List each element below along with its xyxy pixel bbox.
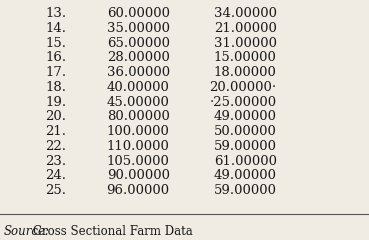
Text: 18.00000: 18.00000 [214,66,277,79]
Text: 100.0000: 100.0000 [107,125,170,138]
Text: 16.: 16. [45,51,66,64]
Text: 59.00000: 59.00000 [214,184,277,197]
Text: 36.00000: 36.00000 [107,66,170,79]
Text: 17.: 17. [45,66,66,79]
Text: 61.00000: 61.00000 [214,155,277,168]
Text: Cross Sectional Farm Data: Cross Sectional Farm Data [33,225,193,238]
Text: 110.0000: 110.0000 [107,140,170,153]
Text: 25.: 25. [45,184,66,197]
Text: ·25.00000: ·25.00000 [210,96,277,109]
Text: 15.: 15. [45,36,66,50]
Text: 18.: 18. [45,81,66,94]
Text: 45.00000: 45.00000 [107,96,170,109]
Text: Source:: Source: [4,225,50,238]
Text: 19.: 19. [45,96,66,109]
Text: 59.00000: 59.00000 [214,140,277,153]
Text: 20.: 20. [45,110,66,123]
Text: 13.: 13. [45,7,66,20]
Text: 49.00000: 49.00000 [214,110,277,123]
Text: 24.: 24. [45,169,66,182]
Text: 22.: 22. [45,140,66,153]
Text: 35.00000: 35.00000 [107,22,170,35]
Text: 28.00000: 28.00000 [107,51,170,64]
Text: 80.00000: 80.00000 [107,110,170,123]
Text: 90.00000: 90.00000 [107,169,170,182]
Text: 40.00000: 40.00000 [107,81,170,94]
Text: 21.: 21. [45,125,66,138]
Text: 60.00000: 60.00000 [107,7,170,20]
Text: 65.00000: 65.00000 [107,36,170,50]
Text: 23.: 23. [45,155,66,168]
Text: 21.00000: 21.00000 [214,22,277,35]
Text: 96.00000: 96.00000 [107,184,170,197]
Text: 34.00000: 34.00000 [214,7,277,20]
Text: 14.: 14. [45,22,66,35]
Text: 49.00000: 49.00000 [214,169,277,182]
Text: 31.00000: 31.00000 [214,36,277,50]
Text: 20.00000·: 20.00000· [210,81,277,94]
Text: 15.00000: 15.00000 [214,51,277,64]
Text: 105.0000: 105.0000 [107,155,170,168]
Text: 50.00000: 50.00000 [214,125,277,138]
